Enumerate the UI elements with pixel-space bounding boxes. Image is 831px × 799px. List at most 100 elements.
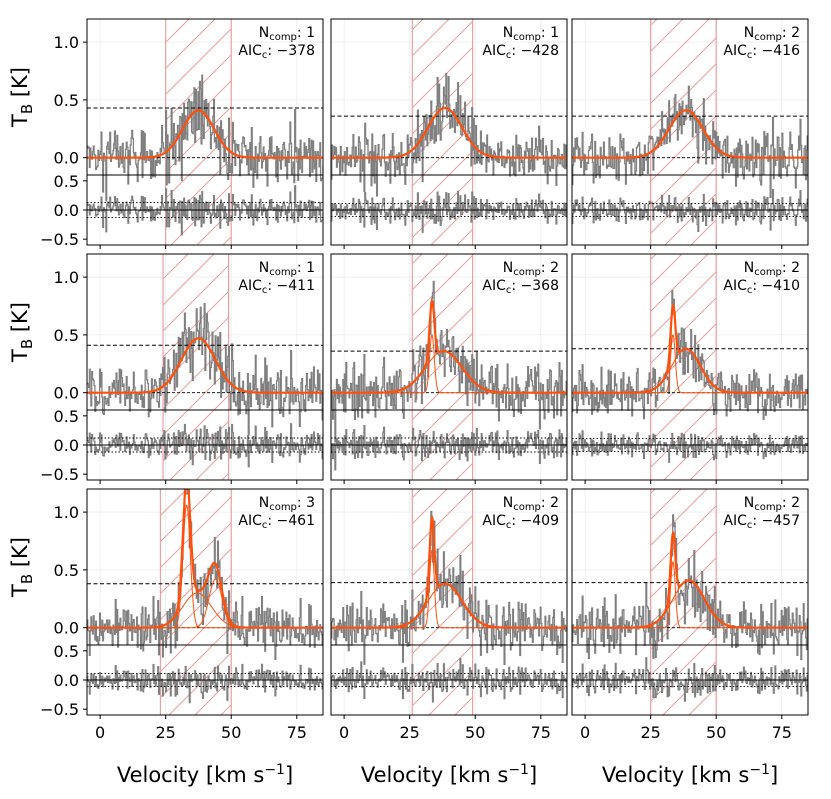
panel-plot-area [87, 489, 323, 715]
panel-plot-area [87, 19, 323, 245]
residual-frame [330, 409, 568, 481]
residual-frame [571, 174, 809, 246]
x-tick-label: 50 [465, 723, 485, 742]
y-tick-label: 0.5 [54, 561, 79, 580]
residual-frame [330, 644, 568, 716]
residual-tick-label: 0.5 [54, 407, 79, 426]
residual-frame [330, 174, 568, 246]
fit-total-line [572, 109, 808, 159]
fit-total-line [331, 514, 567, 629]
residual-tick-label: 0.5 [54, 172, 79, 191]
x-tick-label: 25 [399, 723, 419, 742]
panel-plot-area [572, 254, 808, 480]
aic-annotation: AICc: −410 [723, 278, 800, 296]
data-spectrum-line [87, 302, 323, 436]
fit-total-line [87, 337, 323, 394]
aic-annotation: AICc: −428 [482, 43, 559, 61]
ncomp-annotation: Ncomp: 1 [259, 25, 315, 43]
panel-plot-area [331, 489, 567, 715]
x-axis-label: Velocity [km s−1] [602, 762, 778, 787]
x-tick-label: 0 [339, 723, 349, 742]
ncomp-annotation: Ncomp: 2 [744, 260, 800, 278]
ncomp-annotation: Ncomp: 2 [503, 495, 559, 513]
y-axis-label: TB [K] [8, 302, 36, 363]
y-tick-label: 1.0 [54, 503, 79, 522]
fit-total-line [87, 489, 323, 629]
panel-plot-area [331, 254, 567, 480]
fit-total-line [572, 530, 808, 629]
panel-plot-area [572, 489, 808, 715]
aic-annotation: AICc: −461 [238, 513, 315, 531]
data-spectrum-line [331, 72, 567, 197]
x-tick-label: 50 [221, 723, 241, 742]
panel-plot-area [331, 19, 567, 245]
residual-line [331, 658, 567, 703]
fit-total-line [331, 298, 567, 394]
residual-frame [571, 409, 809, 481]
residual-line [572, 189, 808, 233]
y-tick-label: 0.0 [54, 384, 79, 403]
ncomp-annotation: Ncomp: 1 [259, 260, 315, 278]
residual-tick-label: −0.5 [40, 465, 79, 484]
x-tick-label: 75 [287, 723, 307, 742]
x-tick-label: 0 [580, 723, 590, 742]
fit-total-line [572, 303, 808, 394]
x-tick-label: 50 [706, 723, 726, 742]
data-spectrum-line [87, 489, 323, 660]
y-tick-label: 1.0 [54, 268, 79, 287]
panel-plot-area [87, 254, 323, 480]
fit-total-line [87, 109, 323, 159]
residual-tick-label: 0.5 [54, 642, 79, 661]
ncomp-annotation: Ncomp: 2 [744, 495, 800, 513]
y-axis-label: TB [K] [8, 537, 36, 598]
x-tick-label: 75 [772, 723, 792, 742]
panel-plot-area [572, 19, 808, 245]
aic-annotation: AICc: −457 [723, 513, 800, 531]
residual-line [331, 190, 567, 233]
x-tick-label: 25 [155, 723, 175, 742]
residual-line [87, 423, 323, 468]
residual-tick-label: −0.5 [40, 700, 79, 719]
residual-tick-label: 0.0 [54, 201, 79, 220]
ncomp-annotation: Ncomp: 2 [503, 260, 559, 278]
x-axis-label: Velocity [km s−1] [361, 762, 537, 787]
aic-annotation: AICc: −378 [238, 43, 315, 61]
data-spectrum-line [87, 74, 323, 202]
ncomp-annotation: Ncomp: 3 [259, 495, 315, 513]
data-spectrum-line [331, 280, 567, 443]
x-tick-label: 25 [640, 723, 660, 742]
ncomp-annotation: Ncomp: 2 [744, 25, 800, 43]
residual-tick-label: 0.0 [54, 671, 79, 690]
x-axis-label: Velocity [km s−1] [117, 762, 293, 787]
aic-annotation: AICc: −416 [723, 43, 800, 61]
residual-tick-label: −0.5 [40, 230, 79, 249]
aic-annotation: AICc: −368 [482, 278, 559, 296]
y-axis-label: TB [K] [8, 67, 36, 128]
data-spectrum-line [572, 85, 808, 199]
aic-annotation: AICc: −409 [482, 513, 559, 531]
x-tick-label: 75 [531, 723, 551, 742]
axis-labels: TB [K] TB [K] TB [K] Velocity [km s−1] Veloc… [8, 67, 778, 787]
ncomp-annotation: Ncomp: 1 [503, 25, 559, 43]
aic-annotation: AICc: −411 [238, 278, 315, 296]
y-tick-label: 0.0 [54, 619, 79, 638]
data-spectrum-line [331, 510, 567, 666]
y-tick-label: 0.5 [54, 326, 79, 345]
panel-2-0: 0.0 0.5 1.0 −0.5 0.0 0.5 0 25 50 75 Ncomp: 3AICc: … [40, 488, 324, 742]
y-tick-label: 0.0 [54, 149, 79, 168]
residual-frame [571, 644, 809, 716]
fit-total-line [331, 106, 567, 159]
residual-tick-label: 0.0 [54, 436, 79, 455]
y-tick-label: 1.0 [54, 33, 79, 52]
y-tick-label: 0.5 [54, 91, 79, 110]
